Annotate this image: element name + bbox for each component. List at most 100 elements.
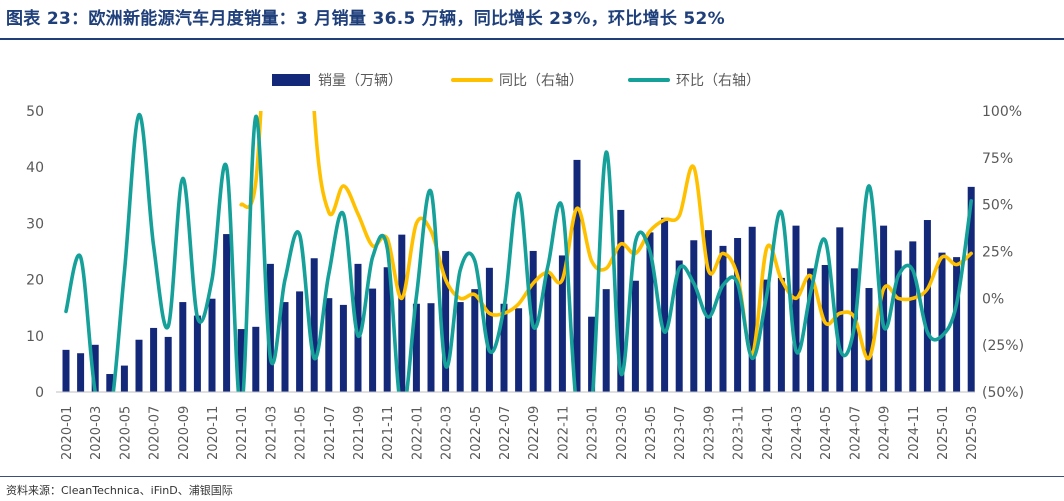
bar (734, 238, 742, 392)
bar (500, 303, 508, 392)
x-tick-label: 2023-05 (644, 406, 659, 460)
legend-label: 同比（右轴） (499, 73, 583, 89)
bar (646, 232, 654, 392)
chart-title: 图表 23：欧洲新能源汽车月度销量：3 月销量 36.5 万辆，同比增长 23%… (6, 9, 726, 29)
y-left-tick-label: 10 (26, 329, 44, 345)
x-tick-label: 2021-05 (294, 406, 309, 460)
bar (369, 288, 377, 392)
bar (661, 217, 669, 392)
bar (325, 298, 333, 392)
bar (120, 365, 128, 392)
bar (748, 226, 756, 392)
line-series (64, 111, 973, 392)
y-left-tick-label: 40 (26, 160, 44, 176)
x-tick-label: 2022-01 (410, 406, 425, 460)
x-tick-label: 2024-11 (907, 406, 922, 460)
bar (938, 252, 946, 392)
yoy-line (239, 111, 973, 361)
bar (544, 273, 552, 392)
x-tick-label: 2020-01 (60, 406, 75, 460)
bar (573, 159, 581, 392)
source-note: 资料来源：CleanTechnica、iFinD、浦银国际 (6, 484, 233, 497)
x-tick-label: 2021-07 (323, 406, 338, 460)
bar (398, 234, 406, 392)
bar (704, 230, 712, 392)
bar (310, 258, 318, 392)
bar (485, 267, 493, 392)
x-tick-label: 2022-09 (527, 406, 542, 460)
bar (179, 302, 187, 392)
bar (412, 303, 420, 392)
y-axis-right: (50%) (25%) 0% 25% 50% 75% 100% (982, 104, 1024, 401)
bar (135, 339, 143, 392)
y-left-tick-label: 50 (26, 104, 44, 120)
bar (442, 250, 450, 392)
bar (515, 308, 523, 392)
legend-swatch-bar (272, 74, 310, 86)
bar (880, 225, 888, 392)
x-tick-label: 2023-03 (615, 406, 630, 460)
y-left-tick-label: 20 (26, 273, 44, 289)
x-tick-label: 2020-05 (118, 406, 133, 460)
bar (923, 220, 931, 392)
bar (588, 316, 596, 392)
bar (763, 279, 771, 392)
x-tick-label: 2025-03 (965, 406, 980, 460)
x-tick-label: 2023-01 (586, 406, 601, 460)
x-tick-label: 2022-03 (440, 406, 455, 460)
x-tick-label: 2022-05 (469, 406, 484, 460)
x-tick-label: 2020-11 (206, 406, 221, 460)
y-left-tick-label: 0 (35, 385, 44, 401)
y-right-tick-label: 50% (982, 198, 1013, 214)
bar (193, 315, 201, 392)
bar (237, 329, 245, 392)
mom-line (64, 112, 973, 392)
bar (456, 302, 464, 392)
bar (354, 263, 362, 392)
bar (792, 225, 800, 392)
bar (427, 303, 435, 392)
bar (77, 353, 85, 392)
x-tick-label: 2021-09 (352, 406, 367, 460)
y-right-tick-label: 100% (982, 104, 1022, 120)
legend-item: 销量（万辆） (272, 73, 402, 89)
bar (106, 374, 114, 392)
chart-legend: 销量（万辆） 同比（右轴） 环比（右轴） (272, 73, 760, 89)
legend-label: 环比（右轴） (676, 73, 760, 89)
bar (821, 264, 829, 392)
x-tick-label: 2021-01 (235, 406, 250, 460)
bar (150, 327, 158, 392)
y-right-tick-label: (25%) (982, 338, 1024, 354)
y-right-tick-label: 25% (982, 245, 1013, 261)
bar (617, 209, 625, 392)
bar (836, 227, 844, 392)
bar (953, 257, 961, 392)
x-tick-label: 2023-07 (673, 406, 688, 460)
legend-item: 同比（右轴） (451, 73, 583, 89)
x-tick-label: 2020-09 (177, 406, 192, 460)
x-tick-label: 2023-09 (702, 406, 717, 460)
x-tick-label: 2024-01 (761, 406, 776, 460)
bar (296, 291, 304, 392)
bar (558, 255, 566, 392)
bar (675, 260, 683, 392)
bar (690, 240, 698, 392)
y-right-tick-label: 0% (982, 291, 1004, 307)
x-tick-label: 2021-11 (381, 406, 396, 460)
bar (266, 263, 274, 392)
chart-canvas: 销量（万辆） 同比（右轴） 环比（右轴） 0 10 20 30 40 50 (50%) (25%… (26, 73, 1024, 460)
bar (208, 298, 216, 392)
x-tick-label: 2020-07 (148, 406, 163, 460)
y-right-tick-label: 75% (982, 151, 1013, 167)
y-left-tick-label: 30 (26, 216, 44, 232)
x-tick-label: 2024-09 (878, 406, 893, 460)
bar (471, 289, 479, 392)
x-tick-label: 2024-03 (790, 406, 805, 460)
bar (909, 241, 917, 392)
bar (894, 250, 902, 392)
title-rule (0, 38, 1064, 40)
x-tick-label: 2023-11 (732, 406, 747, 460)
x-tick-label: 2020-03 (89, 406, 104, 460)
bar (252, 326, 260, 392)
bar (631, 280, 639, 392)
